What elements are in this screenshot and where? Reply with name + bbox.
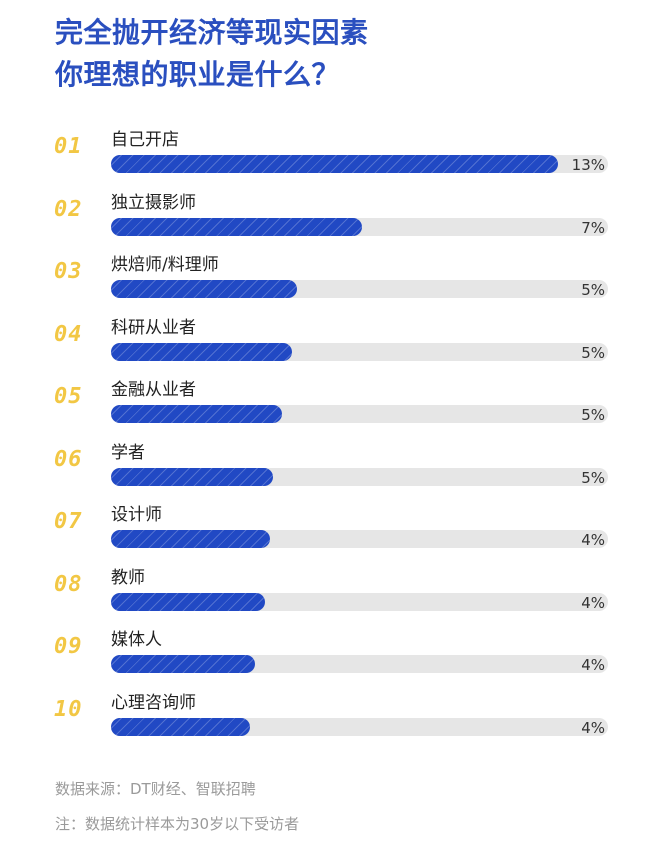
bar-value-label: 7% [581, 219, 605, 237]
bar-fill [111, 718, 250, 736]
bar-row: 01 自己开店 13% [0, 120, 660, 182]
rank-number: 06 [54, 447, 83, 472]
bar-row: 10 心理咨询师 4% [0, 683, 660, 745]
rank-number: 04 [54, 322, 83, 347]
bar-row: 07 设计师 4% [0, 495, 660, 557]
bar-fill [111, 343, 292, 361]
rank-number: 08 [54, 572, 83, 597]
bar-category-label: 教师 [111, 568, 145, 588]
bar-row: 02 独立摄影师 7% [0, 183, 660, 245]
rank-number: 05 [54, 384, 83, 409]
bar-fill [111, 468, 273, 486]
bar-value-label: 4% [581, 719, 605, 737]
bar-value-label: 5% [581, 406, 605, 424]
bar-row: 05 金融从业者 5% [0, 370, 660, 432]
bar-track [111, 280, 608, 298]
bar-category-label: 独立摄影师 [111, 193, 196, 213]
rank-number: 02 [54, 197, 83, 222]
bar-value-label: 5% [581, 281, 605, 299]
bar-row: 08 教师 4% [0, 558, 660, 620]
bar-category-label: 设计师 [111, 505, 162, 525]
bar-value-label: 5% [581, 344, 605, 362]
rank-number: 03 [54, 259, 83, 284]
chart-title: 完全抛开经济等现实因素 你理想的职业是什么？ [55, 12, 369, 96]
rank-number: 07 [54, 509, 83, 534]
sample-note: 注：数据统计样本为30岁以下受访者 [55, 815, 300, 833]
bar-category-label: 金融从业者 [111, 380, 196, 400]
bar-value-label: 4% [581, 594, 605, 612]
bar-track [111, 468, 608, 486]
bar-fill [111, 218, 362, 236]
bar-category-label: 学者 [111, 443, 145, 463]
bar-track [111, 655, 608, 673]
bar-category-label: 科研从业者 [111, 318, 196, 338]
bar-category-label: 自己开店 [111, 130, 179, 150]
bar-category-label: 媒体人 [111, 630, 162, 650]
chart-title-line-1: 完全抛开经济等现实因素 [55, 16, 369, 49]
bar-fill [111, 530, 270, 548]
bar-row: 04 科研从业者 5% [0, 308, 660, 370]
rank-number: 10 [54, 697, 83, 722]
bar-row: 06 学者 5% [0, 433, 660, 495]
bar-row: 09 媒体人 4% [0, 620, 660, 682]
bar-value-label: 5% [581, 469, 605, 487]
bar-track [111, 405, 608, 423]
bar-row: 03 烘焙师/料理师 5% [0, 245, 660, 307]
bar-fill [111, 280, 297, 298]
bar-track [111, 218, 608, 236]
rank-number: 01 [54, 134, 83, 159]
bar-track [111, 155, 608, 173]
bar-value-label: 13% [571, 156, 605, 174]
bar-fill [111, 593, 265, 611]
rank-number: 09 [54, 634, 83, 659]
bar-fill [111, 155, 558, 173]
bar-fill [111, 405, 282, 423]
data-source-note: 数据来源：DT财经、智联招聘 [55, 780, 256, 798]
bar-track [111, 593, 608, 611]
bar-track [111, 718, 608, 736]
bar-fill [111, 655, 255, 673]
ranking-bar-chart: 01 自己开店 13% 02 独立摄影师 7% 03 烘焙师/料理师 5% 04 科研从业者 5% 05… [0, 120, 660, 760]
bar-category-label: 心理咨询师 [111, 693, 196, 713]
bar-track [111, 343, 608, 361]
bar-value-label: 4% [581, 656, 605, 674]
bar-value-label: 4% [581, 531, 605, 549]
chart-title-line-2: 你理想的职业是什么？ [55, 58, 341, 91]
bar-category-label: 烘焙师/料理师 [111, 255, 219, 275]
bar-track [111, 530, 608, 548]
